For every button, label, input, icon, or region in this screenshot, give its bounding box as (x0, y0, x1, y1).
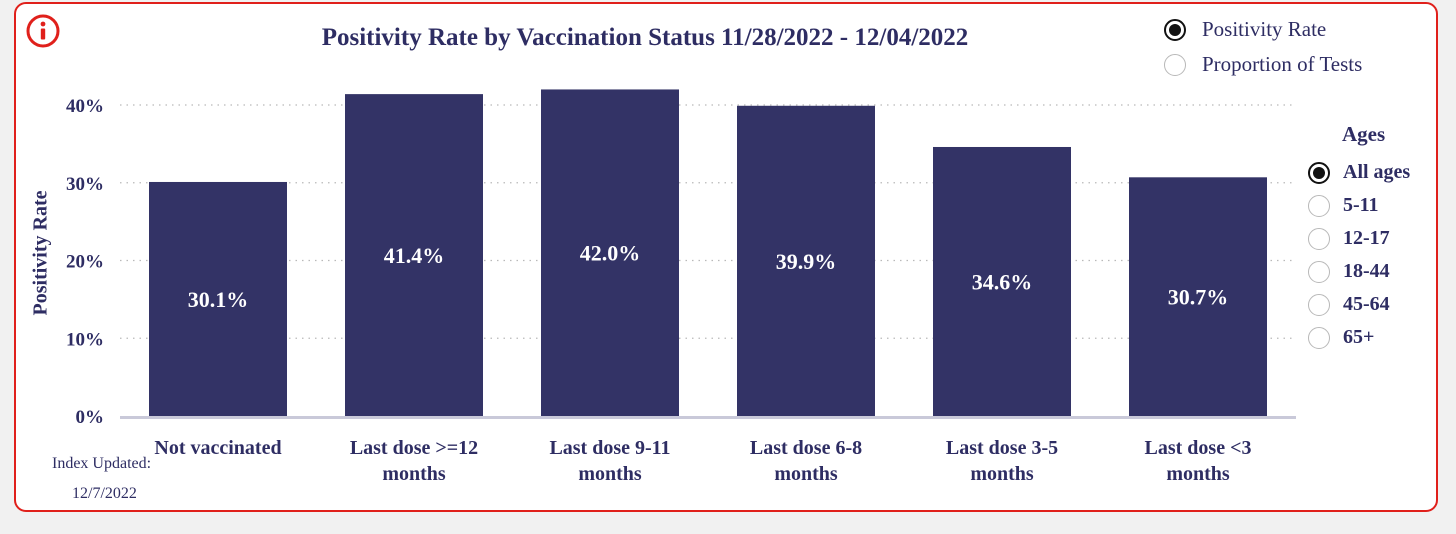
bar (541, 89, 679, 416)
chart-title: Positivity Rate by Vaccination Status 11… (321, 24, 969, 51)
measure-option-proportion-of-tests[interactable]: Proportion of Tests (1164, 47, 1362, 82)
radio-icon[interactable] (1164, 18, 1186, 41)
bar (737, 105, 875, 416)
y-tick-label: 40% (66, 96, 104, 117)
measure-option-positivity-rate[interactable]: Positivity Rate (1164, 12, 1362, 47)
radio-icon[interactable] (1308, 227, 1330, 250)
x-tick-label: Last dose 3-5 (946, 437, 1058, 459)
measure-option-label: Proportion of Tests (1202, 52, 1363, 76)
x-axis-line (120, 416, 1296, 419)
info-icon[interactable] (26, 14, 60, 48)
x-tick-label: Last dose <3 (1145, 437, 1252, 459)
data-label: 42.0% (580, 241, 641, 266)
y-tick-label: 10% (66, 329, 104, 350)
bar (933, 146, 1071, 417)
ages-filter-title: Ages (1342, 122, 1386, 146)
age-option-label: All ages (1343, 161, 1411, 183)
measure-toggle: Positivity Rate Proportion of Tests (1164, 12, 1362, 82)
bar (1129, 177, 1267, 416)
age-option-18-44[interactable]: 18-44 (1308, 255, 1410, 288)
measure-option-label: Positivity Rate (1202, 17, 1327, 41)
age-option-label: 5-11 (1343, 194, 1379, 216)
age-option-65-plus[interactable]: 65+ (1308, 321, 1410, 354)
age-option-all-ages[interactable]: All ages (1308, 156, 1410, 189)
radio-icon[interactable] (1308, 326, 1330, 349)
age-option-label: 65+ (1343, 326, 1375, 348)
ages-filter: All ages 5-11 12-17 18-44 45-64 65+ (1308, 156, 1410, 354)
radio-icon[interactable] (1308, 194, 1330, 217)
age-option-label: 45-64 (1343, 293, 1390, 315)
x-tick-label: months (1166, 463, 1230, 485)
age-option-45-64[interactable]: 45-64 (1308, 288, 1410, 321)
index-updated-label: Index Updated: (52, 455, 152, 472)
x-tick-label: months (774, 463, 838, 485)
x-tick-label: Not vaccinated (154, 437, 281, 459)
x-tick-label: Last dose >=12 (350, 437, 478, 459)
y-tick-label: 20% (66, 252, 104, 273)
data-label: 39.9% (776, 249, 837, 274)
age-option-label: 12-17 (1343, 227, 1390, 249)
age-option-label: 18-44 (1343, 260, 1390, 282)
bar (149, 181, 287, 416)
age-option-5-11[interactable]: 5-11 (1308, 189, 1410, 222)
data-label: 30.7% (1168, 285, 1229, 310)
x-tick-label: months (578, 463, 642, 485)
data-label: 41.4% (384, 243, 445, 268)
age-option-12-17[interactable]: 12-17 (1308, 222, 1410, 255)
y-tick-label: 30% (66, 174, 104, 195)
x-tick-label: months (970, 463, 1034, 485)
radio-icon[interactable] (1308, 260, 1330, 283)
x-tick-label: months (382, 463, 446, 485)
x-tick-label: Last dose 9-11 (549, 437, 670, 459)
y-tick-label: 0% (76, 407, 105, 428)
data-label: 30.1% (188, 287, 249, 312)
x-tick-label: Last dose 6-8 (750, 437, 862, 459)
radio-icon[interactable] (1164, 53, 1186, 76)
bar (345, 94, 483, 417)
radio-icon[interactable] (1308, 293, 1330, 316)
radio-icon[interactable] (1308, 161, 1330, 184)
index-updated-date: 12/7/2022 (72, 485, 137, 502)
data-label: 34.6% (972, 269, 1033, 294)
